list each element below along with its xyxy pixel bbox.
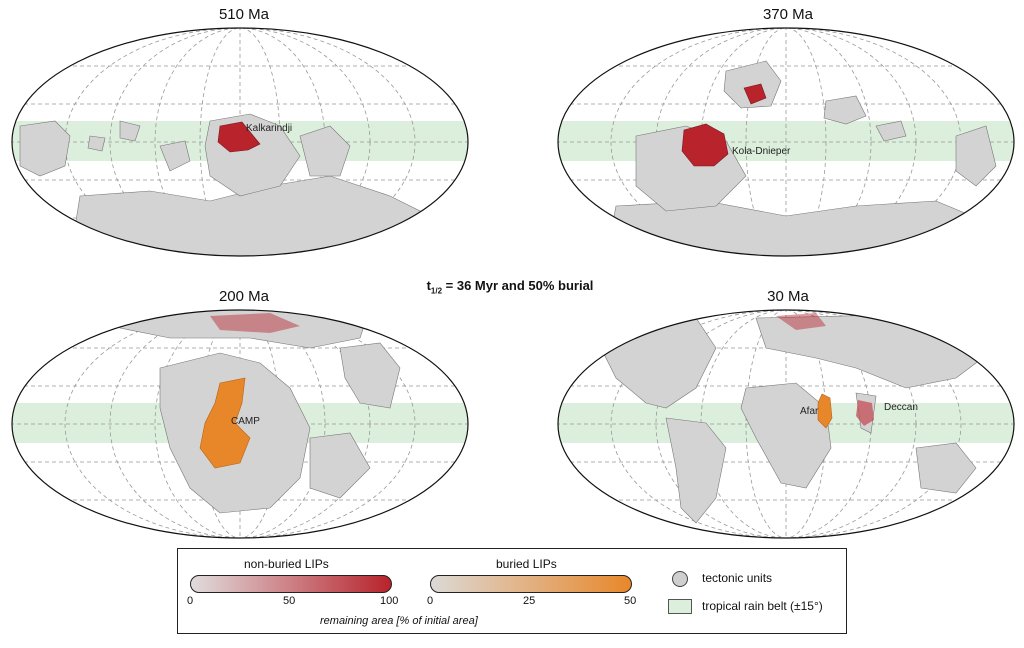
legend-buried-tick-50: 50	[624, 595, 637, 607]
map-outline	[11, 309, 469, 539]
legend-non-buried-tick-100: 100	[380, 595, 399, 607]
legend-buried-colorbar	[430, 575, 632, 593]
tectonic-units-swatch	[672, 571, 688, 587]
lip-label-afar: Afar	[800, 406, 819, 417]
lip-label-kalkarindji: Kalkarindji	[246, 123, 292, 134]
map-outline	[557, 27, 1015, 257]
legend-buried-title: buried LIPs	[496, 557, 557, 571]
lip-camp	[199, 377, 251, 469]
map-200ma: CAMP	[11, 309, 469, 539]
panel-title-200ma: 200 Ma	[218, 288, 270, 305]
map-30ma: Afar Deccan	[557, 309, 1015, 539]
panel-title-510ma: 510 Ma	[218, 6, 270, 23]
legend-buried-tick-0: 0	[427, 595, 434, 607]
rain-belt-swatch	[668, 599, 692, 614]
legend-non-buried-tick-0: 0	[187, 595, 194, 607]
legend: non-buried LIPs 0 50 100 buried LIPs 0 2…	[177, 548, 847, 634]
map-370ma: Kola-Dnieper	[557, 27, 1015, 257]
map-outline	[557, 309, 1015, 539]
lip-kola-dnieper	[681, 123, 729, 167]
panel-title-30ma: 30 Ma	[767, 288, 809, 305]
lip-label-deccan: Deccan	[884, 402, 918, 413]
lip-afar	[817, 393, 833, 429]
legend-non-buried-tick-50: 50	[283, 595, 296, 607]
legend-buried-tick-25: 25	[523, 595, 536, 607]
lip-deccan	[856, 400, 874, 426]
lip-viluy	[743, 83, 767, 105]
lip-siberian-remnant	[210, 313, 300, 333]
figure-title: t1/2 = 36 Myr and 50% burial	[426, 278, 594, 296]
lip-siberian-remnant	[776, 313, 826, 330]
lip-label-camp: CAMP	[231, 416, 260, 427]
legend-non-buried-title: non-buried LIPs	[244, 557, 329, 571]
legend-non-buried-colorbar	[190, 575, 392, 593]
map-510ma: Kalkarindji	[11, 27, 469, 257]
lip-kalkarindji	[217, 121, 261, 153]
lip-label-kola-dnieper: Kola-Dnieper	[732, 146, 791, 157]
panel-title-370ma: 370 Ma	[762, 6, 814, 23]
legend-rain-belt: tropical rain belt (±15°)	[702, 599, 823, 613]
map-outline	[11, 27, 469, 257]
legend-axis-note: remaining area [% of initial area]	[320, 615, 478, 627]
legend-tectonic-units: tectonic units	[702, 571, 773, 585]
